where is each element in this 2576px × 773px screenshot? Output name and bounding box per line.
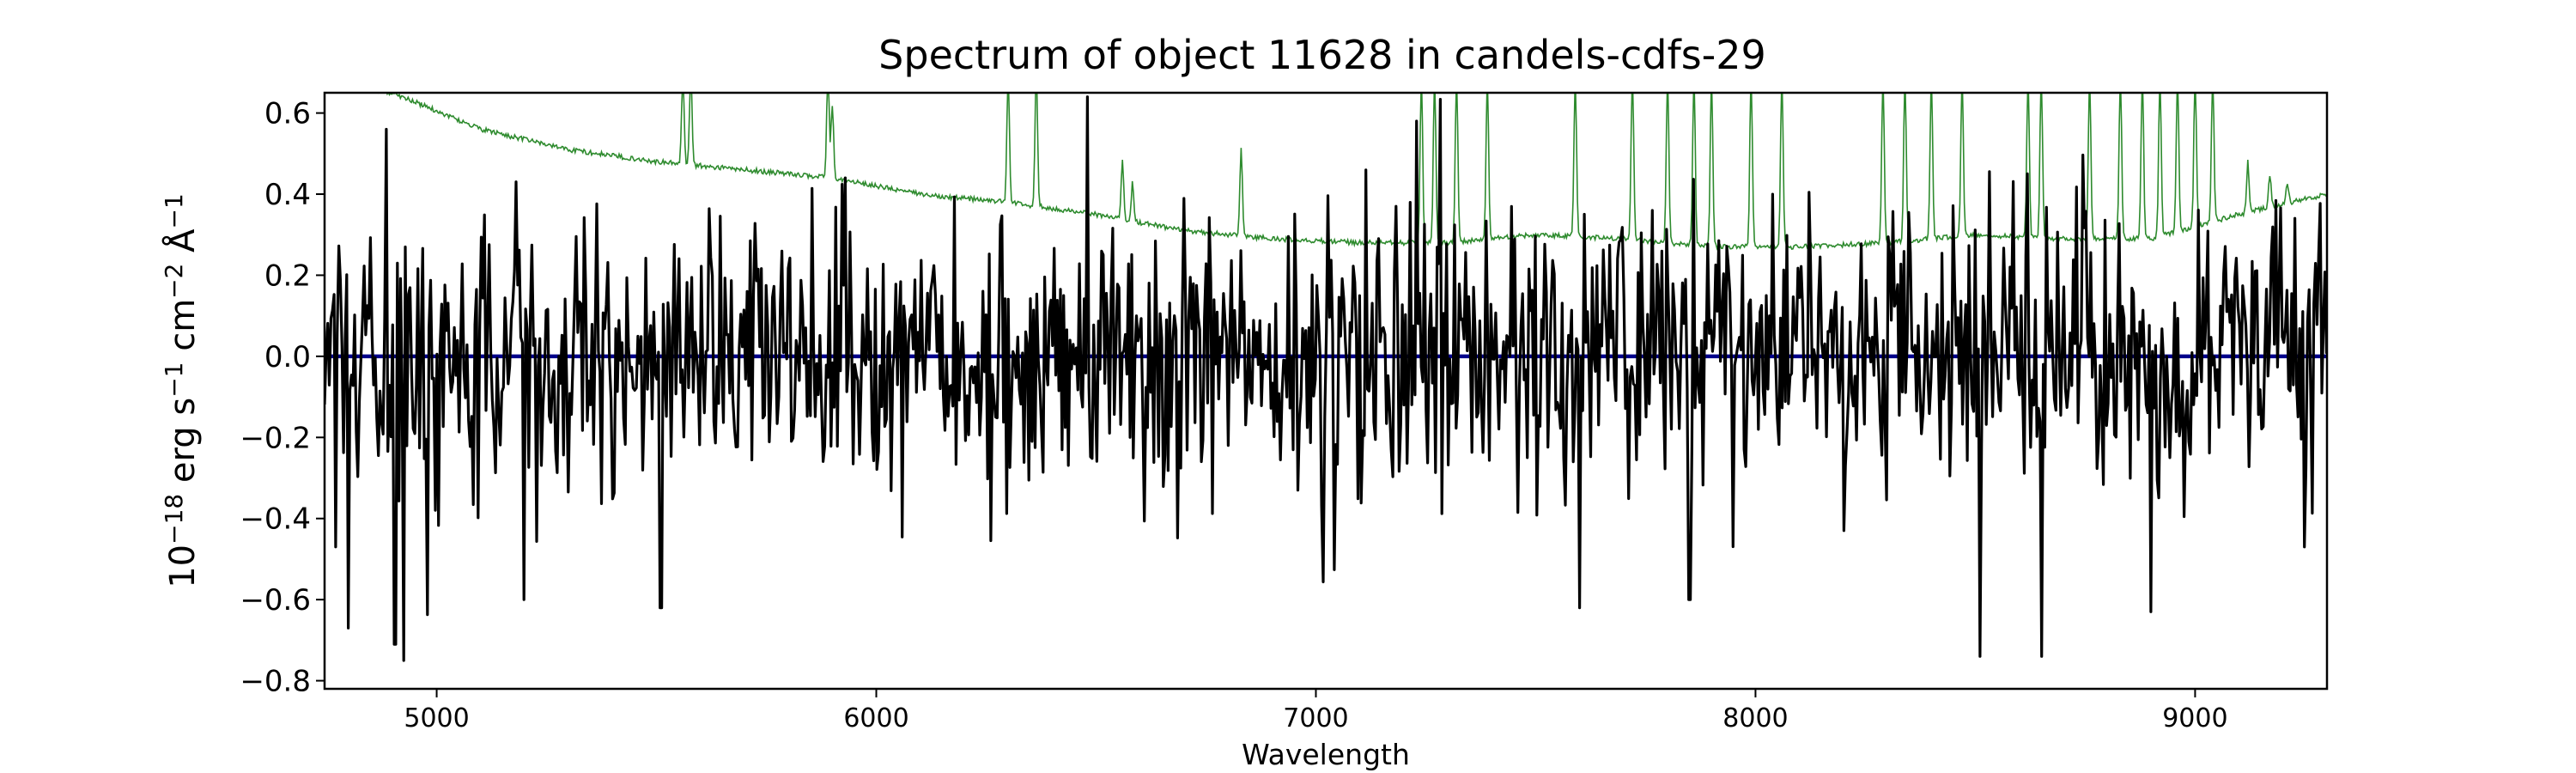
x-tick-label: 9000: [2162, 703, 2227, 733]
y-tick-label: 0.0: [264, 340, 311, 374]
chart-title: Spectrum of object 11628 in candels-cdfs…: [878, 32, 1766, 78]
y-tick-label: 0.6: [264, 97, 311, 131]
y-tick-label: −0.4: [240, 502, 311, 537]
x-tick-label: 8000: [1722, 703, 1788, 733]
y-axis-title-unit-a: erg s: [163, 398, 203, 494]
y-tick-label: −0.2: [240, 421, 311, 455]
x-tick-label: 7000: [1283, 703, 1348, 733]
flux-spectrum-line: [325, 95, 2327, 662]
noise-spectrum-line: [368, 93, 2327, 252]
axes-frame: [323, 91, 2329, 691]
x-axis-title: Wavelength: [1242, 738, 1410, 771]
y-axis: 0.6 0.4 0.2 0.0 −0.2 −0.4 −0.6 −0.8: [240, 97, 325, 699]
y-axis-title-exp-c: −2: [160, 264, 188, 299]
x-axis: 5000 6000 7000 8000 9000: [404, 689, 2228, 733]
y-tick-label: −0.6: [240, 583, 311, 618]
y-axis-title-exp-d: −1: [160, 193, 188, 228]
plot-area: [325, 93, 2327, 662]
y-axis-title-exp-a: −18: [160, 494, 188, 545]
y-tick-label: 0.4: [264, 178, 311, 212]
y-axis-title-base: 10: [163, 545, 203, 588]
x-tick-label: 5000: [404, 703, 469, 733]
y-axis-title-unit-c: Å: [161, 228, 203, 264]
y-axis-title-exp-b: −1: [160, 362, 188, 398]
y-tick-label: 0.2: [264, 259, 311, 293]
y-axis-title: 10−18 erg s−1 cm−2 Å−1: [160, 193, 203, 588]
x-tick-label: 6000: [843, 703, 908, 733]
y-axis-title-unit-b: cm: [163, 299, 203, 362]
y-tick-label: −0.8: [240, 665, 311, 699]
